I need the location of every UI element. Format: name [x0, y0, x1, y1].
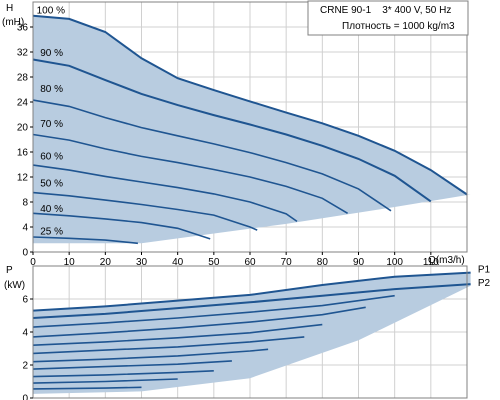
head-axis-symbol: H: [6, 3, 13, 14]
x-tick-label: 110: [423, 257, 439, 268]
head-chart-panel: 100 % 90 % 80 % 70 % 60 % 50 % 40 % 25 % 0 4 8 12 16…: [17, 1, 471, 268]
x-tick-label: 60: [244, 257, 256, 268]
x-tick-label: 50: [208, 257, 220, 268]
y-tick-label: 36: [17, 23, 29, 34]
power-chart-panel: P1 P2 0 2 4 6: [22, 265, 490, 400]
series-line-3: [32, 133, 349, 214]
series-label-0: 100 %: [37, 5, 65, 16]
series-line-6: [32, 212, 211, 240]
density-text: Плотность = 1000 kg/m3: [342, 21, 455, 32]
series-line-1: [32, 283, 471, 319]
y-tick-label: 0: [22, 394, 28, 400]
series-line-0: [32, 14, 468, 196]
series-line-3: [32, 306, 366, 338]
x-tick-label: 30: [136, 257, 148, 268]
x-tick-label: 0: [30, 257, 36, 268]
y-tick-label: 0: [22, 248, 28, 259]
series-label-1: 90 %: [40, 48, 63, 59]
series-label-4: 60 %: [40, 152, 63, 163]
series-line-4: [32, 323, 323, 346]
series-line-5: [32, 191, 258, 231]
y-tick-label: 16: [17, 148, 29, 159]
y-tick-label: 6: [22, 295, 28, 306]
y-tick-label: 4: [22, 223, 28, 234]
power-axis-title: P (kW): [4, 265, 25, 291]
head-axis-title: H (mH): [2, 3, 24, 28]
series-label-0: P1: [478, 265, 491, 276]
info-box-frame: [307, 0, 469, 36]
series-line-1: [32, 58, 432, 203]
x-tick-label: 40: [172, 257, 184, 268]
series-label-6: 40 %: [40, 204, 63, 215]
y-tick-label: 12: [17, 173, 29, 184]
operating-range-area: [33, 15, 471, 244]
head-axis-unit: (mH): [2, 17, 24, 28]
y-tick-label: 4: [22, 328, 28, 339]
series-label-3: 70 %: [40, 119, 63, 130]
flow-axis-title: Q(m3/h): [428, 255, 465, 266]
series-line-7: [32, 236, 138, 245]
y-tick-label: 8: [22, 198, 28, 209]
y-tick-label: 32: [17, 48, 29, 59]
x-tick-label: 10: [64, 257, 76, 268]
series-line-6: [32, 348, 269, 363]
x-tick-label: 100: [386, 257, 403, 268]
series-line-9: [32, 378, 178, 384]
series-line-4: [32, 164, 298, 223]
x-tick-label: 90: [353, 257, 365, 268]
x-tick-label: 80: [317, 257, 329, 268]
pump-model-text: CRNE 90-1 3* 400 V, 50 Hz: [320, 5, 451, 16]
series-line-0: [32, 271, 471, 312]
y-tick-label: 24: [17, 98, 29, 109]
info-box: CRNE 90-1 3* 400 V, 50 Hz Плотность = 10…: [307, 0, 469, 36]
series-line-2: [32, 294, 395, 328]
series-line-10: [32, 386, 142, 390]
y-tick-label: 2: [22, 361, 28, 372]
series-line-2: [32, 99, 392, 212]
power-axis-unit: (kW): [4, 280, 25, 291]
power-axis-symbol: P: [6, 265, 13, 276]
x-tick-label: 20: [100, 257, 112, 268]
series-label-2: 80 %: [40, 84, 63, 95]
x-tick-label: 70: [281, 257, 293, 268]
series-label-1: P2: [478, 278, 491, 289]
y-tick-label: 28: [17, 73, 29, 84]
y-tick-label: 20: [17, 123, 29, 134]
series-line-7: [32, 360, 232, 370]
series-label-5: 50 %: [40, 178, 63, 189]
series-line-8: [32, 370, 214, 378]
series-line-5: [32, 336, 305, 355]
series-label-7: 25 %: [40, 227, 63, 238]
